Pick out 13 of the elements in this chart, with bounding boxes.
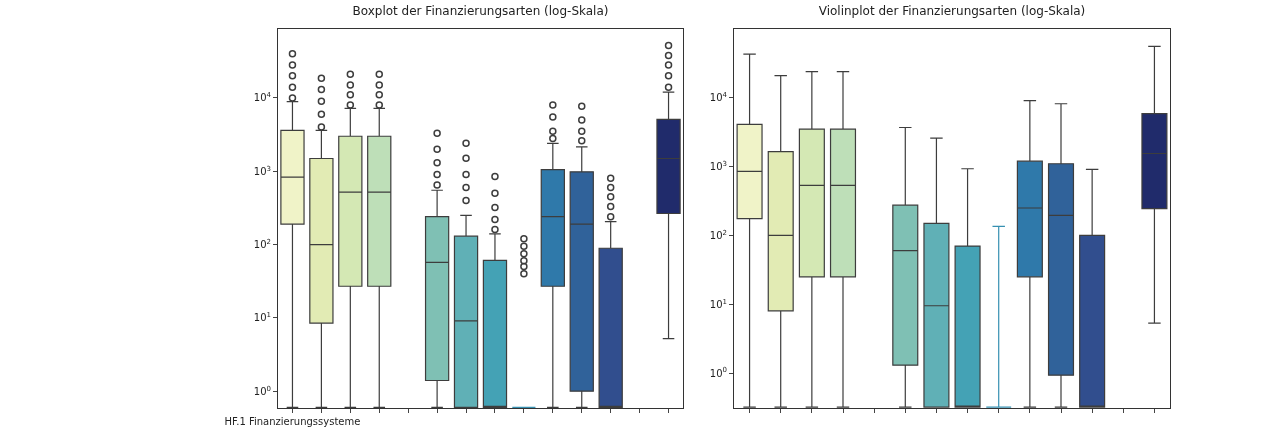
- y-tick-label: 10$^{1}$: [253, 311, 271, 324]
- y-tick-label: 10$^{2}$: [253, 237, 271, 251]
- y-tick-label: 10$^{2}$: [709, 228, 727, 241]
- y-tick-label: 10$^{3}$: [709, 159, 727, 173]
- chart-title: Violinplot der Finanzierungsarten (log-Skala): [818, 3, 1086, 18]
- y-tick-label: 10$^{1}$: [709, 297, 727, 310]
- y-tick-label: 10$^{0}$: [253, 384, 271, 397]
- chart-title: Boxplot der Finanzierungsarten (log-Skala): [352, 3, 609, 18]
- y-tick-label: 10$^{4}$: [253, 91, 272, 104]
- y-tick-label: 10$^{0}$: [709, 366, 727, 379]
- y-tick-label: 10$^{4}$: [709, 91, 728, 104]
- y-tick-label: 10$^{3}$: [253, 164, 271, 177]
- x-tick-label: HF.1 Finanzierungssysteme: [224, 416, 361, 427]
